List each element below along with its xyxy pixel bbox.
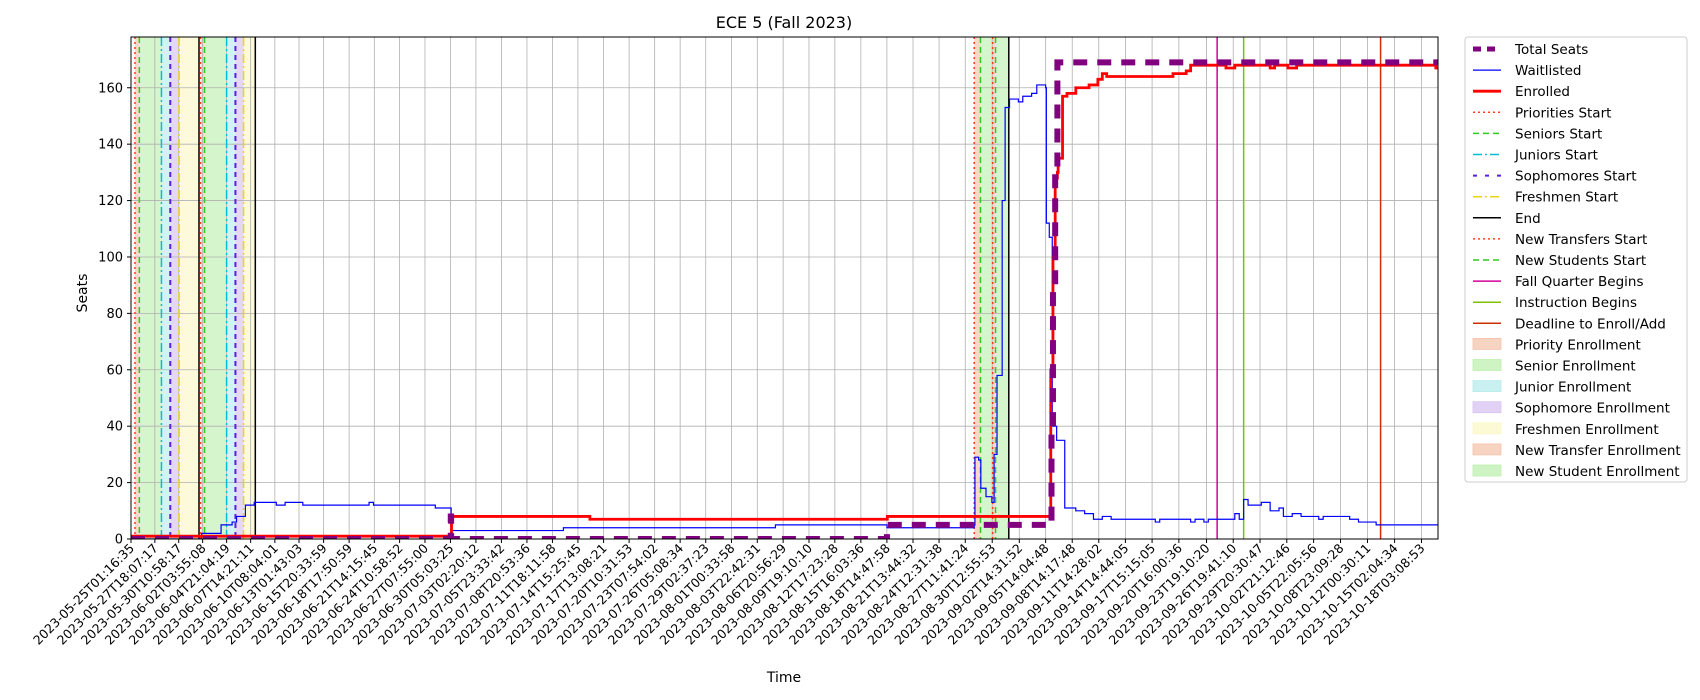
y-tick-label: 120 — [98, 194, 123, 209]
legend-label: Freshmen Enrollment — [1515, 422, 1659, 438]
y-tick-label: 40 — [106, 420, 123, 435]
legend-swatch — [1472, 380, 1502, 393]
legend-label: Fall Quarter Begins — [1515, 274, 1644, 290]
y-tick-label: 0 — [115, 533, 123, 548]
plot-area: 0204060801001201401602023-05-25T01:16:35… — [30, 36, 1439, 648]
y-tick-label: 160 — [98, 81, 123, 96]
legend-label: Sophomore Enrollment — [1515, 401, 1670, 417]
period-band-1 — [139, 37, 162, 539]
plot-background — [131, 37, 1438, 539]
period-band-4 — [179, 37, 199, 539]
y-tick-label: 140 — [98, 138, 123, 153]
series-line-enrolled — [131, 63, 1438, 538]
legend-swatch — [1472, 422, 1502, 435]
legend-label: New Transfers Start — [1515, 232, 1647, 248]
legend-swatch — [1472, 359, 1502, 371]
legend-label: Senior Enrollment — [1515, 359, 1636, 375]
legend-label: Instruction Begins — [1515, 295, 1637, 311]
y-tick-label: 80 — [106, 307, 123, 322]
legend-label: Priority Enrollment — [1515, 337, 1641, 353]
legend-label: Juniors Start — [1514, 148, 1598, 164]
period-band-8 — [235, 37, 244, 539]
legend-label: End — [1515, 211, 1541, 227]
period-band-6 — [204, 37, 227, 539]
legend-label: Junior Enrollment — [1514, 380, 1631, 396]
y-tick-label: 100 — [98, 250, 123, 265]
legend-swatch — [1472, 401, 1502, 414]
period-band-7 — [226, 37, 236, 539]
period-band-12 — [992, 37, 996, 539]
legend-swatch — [1472, 337, 1502, 350]
legend-label: Priorities Start — [1515, 105, 1611, 121]
legend-box — [1464, 36, 1688, 483]
period-band-2 — [161, 37, 171, 539]
legend-label: Sophomores Start — [1515, 169, 1637, 185]
legend-label: Seniors Start — [1515, 126, 1602, 142]
legend-label: New Student Enrollment — [1515, 464, 1680, 480]
period-band-0 — [134, 37, 140, 539]
period-band-11 — [980, 37, 993, 539]
legend-swatch — [1472, 464, 1502, 477]
x-axis-title: Time — [766, 670, 801, 686]
legend-label: New Transfer Enrollment — [1515, 443, 1681, 459]
plot-frame — [130, 36, 1439, 540]
legend-label: Total Seats — [1514, 42, 1588, 58]
period-band-9 — [243, 37, 256, 539]
legend-label: Waitlisted — [1515, 63, 1582, 79]
y-axis-title: Seats — [75, 274, 91, 313]
series-line-total-seats — [131, 59, 1438, 539]
legend-label: Deadline to Enroll/Add — [1515, 316, 1666, 332]
legend-swatch — [1472, 443, 1502, 456]
legend-label: Enrolled — [1515, 84, 1570, 100]
y-tick-label: 60 — [106, 363, 123, 378]
series-line-waitlisted — [131, 84, 1438, 539]
legend: Total Seats Waitlisted Enrolled Priorities … — [1464, 36, 1688, 483]
y-tick-label: 20 — [106, 476, 123, 491]
period-band-10 — [974, 37, 981, 539]
legend-label: New Students Start — [1515, 253, 1646, 269]
legend-label: Freshmen Start — [1515, 190, 1618, 206]
period-band-3 — [170, 37, 180, 539]
chart-title: ECE 5 (Fall 2023) — [716, 13, 852, 32]
plot-content — [131, 37, 1438, 539]
